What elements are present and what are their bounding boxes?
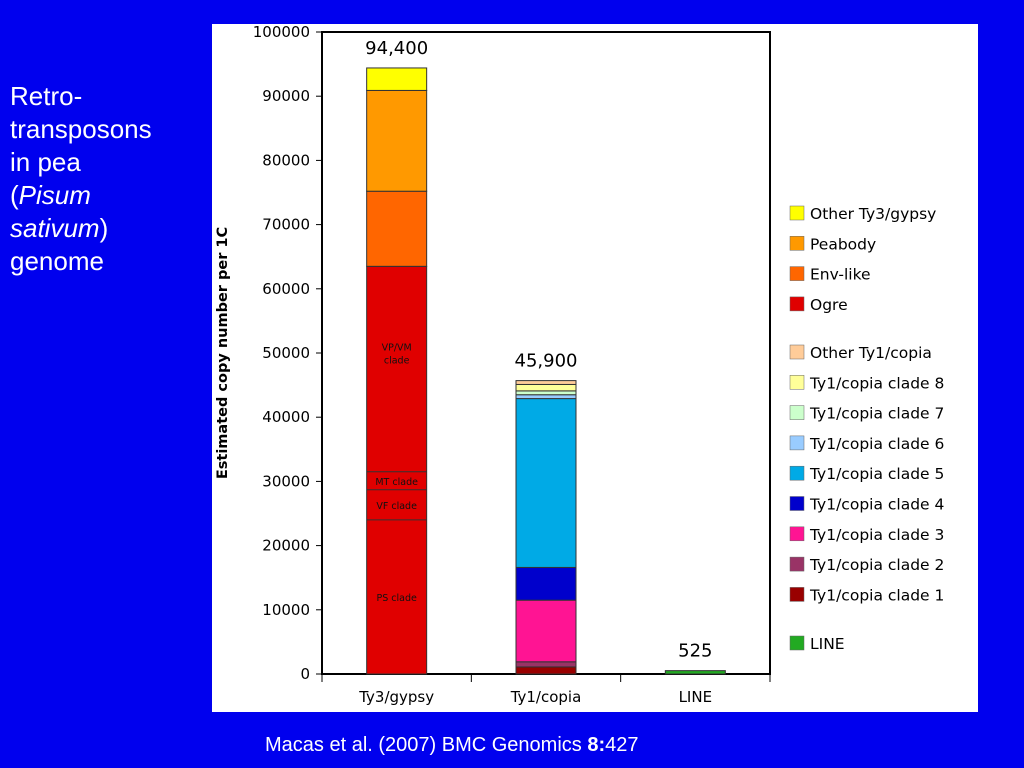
legend-swatch-ty1-copia-clade-2 <box>789 556 805 572</box>
citation: Macas et al. (2007) BMC Genomics 8:427 <box>265 734 639 757</box>
legend-swatch-ty1-copia-clade-5 <box>789 465 805 481</box>
y-tick-label: 50000 <box>262 344 310 362</box>
clade-label-mt-clade: MT clade <box>375 477 418 488</box>
x-tick-label-line: LINE <box>679 688 712 706</box>
bar-segment-ty1-copia-ty1-copia-clade-8 <box>515 383 577 392</box>
bar-segment-ty3-gypsy-ogre <box>366 265 428 675</box>
title-species-genus: Pisum <box>18 180 91 210</box>
legend-label-line: LINE <box>810 635 845 653</box>
citation-text: Macas et al. (2007) BMC Genomics <box>265 734 588 756</box>
title-paren-close: ) <box>99 213 109 243</box>
legend-swatch-env-like <box>789 266 805 281</box>
y-tick-label: 40000 <box>262 408 310 426</box>
chart-panel: 0 10000 20000 30000 40000 50000 60000 70000 8000… <box>212 24 978 712</box>
bar-segment-ty3-gypsy-other-ty3-gypsy <box>366 67 428 91</box>
clade-label-ps-clade: PS clade <box>376 593 416 604</box>
slide-title: Retro- transposons in pea (Pisum sativum… <box>10 80 210 278</box>
title-line-2: transposons <box>10 114 152 144</box>
legend-label-ty1-copia-clade-7: Ty1/copia clade 7 <box>809 405 944 423</box>
legend-label-ty1-copia-clade-3: Ty1/copia clade 3 <box>809 526 944 544</box>
title-line-5: sativum) <box>10 212 210 245</box>
bar-segment-ty3-gypsy-env-like <box>366 190 428 267</box>
legend-label-peabody: Peabody <box>810 235 876 253</box>
legend-label-ty1-copia-clade-4: Ty1/copia clade 4 <box>809 496 944 514</box>
legend-swatch-line <box>789 635 805 651</box>
title-line-6: genome <box>10 246 104 276</box>
legend-label-env-like: Env-like <box>810 266 871 284</box>
legend-swatch-peabody <box>789 236 805 251</box>
y-tick-label: 60000 <box>262 280 310 298</box>
legend-label-ty1-copia-clade-1: Ty1/copia clade 1 <box>809 586 944 604</box>
x-tick-label-ty1-copia: Ty1/copia <box>510 688 582 706</box>
legend-swatch-ty1-copia-clade-8 <box>789 375 805 390</box>
bar-segment-ty1-copia-ty1-copia-clade-1 <box>515 666 577 675</box>
citation-volume: 8: <box>587 734 606 756</box>
title-line-3: in pea <box>10 147 81 177</box>
bar-segment-ty1-copia-ty1-copia-clade-3 <box>515 599 577 663</box>
title-line-4: (Pisum <box>10 179 210 212</box>
y-tick-label: 70000 <box>262 216 310 234</box>
stacked-bar-chart: 0 10000 20000 30000 40000 50000 60000 70000 8000… <box>215 24 944 706</box>
bar-segment-ty1-copia-ty1-copia-clade-6 <box>515 394 577 400</box>
total-label-ty1-copia: 45,900 <box>515 351 578 372</box>
legend-label-ty1-copia-clade-5: Ty1/copia clade 5 <box>809 465 944 483</box>
title-species-epithet: sativum <box>10 213 100 243</box>
y-tick-label: 30000 <box>262 472 310 490</box>
clade-label-vp-vm-line1: VP/VM <box>382 343 412 354</box>
legend-label-other-ty3-gypsy: Other Ty3/gypsy <box>810 205 936 223</box>
legend-swatch-ty1-copia-clade-3 <box>789 526 805 542</box>
y-axis-label: Estimated copy number per 1C <box>215 227 231 479</box>
legend-swatch-ty1-copia-clade-7 <box>789 405 805 420</box>
y-tick-label: 80000 <box>262 151 310 169</box>
legend-swatch-other-ty3-gypsy <box>789 205 805 221</box>
clade-label-vp-vm-line2: clade <box>384 356 410 367</box>
legend-label-other-ty1-copia: Other Ty1/copia <box>810 344 932 362</box>
total-label-ty3-gypsy: 94,400 <box>365 38 428 59</box>
legend-swatch-ty1-copia-clade-4 <box>789 496 805 511</box>
x-tick-label-ty3-gypsy: Ty3/gypsy <box>358 688 434 706</box>
legend-swatch-ty1-copia-clade-1 <box>789 587 805 602</box>
bar-segment-ty1-copia-ty1-copia-clade-7 <box>515 390 577 396</box>
legend-label-ty1-copia-clade-2: Ty1/copia clade 2 <box>809 556 944 574</box>
bar-segment-ty1-copia-ty1-copia-clade-4 <box>515 566 577 601</box>
y-tick-label: 20000 <box>262 537 310 555</box>
bar-segment-ty1-copia-other-ty1-copia <box>515 380 577 385</box>
legend-swatch-other-ty1-copia <box>789 344 805 360</box>
y-tick-label: 0 <box>300 665 310 683</box>
legend-label-ogre: Ogre <box>810 296 848 314</box>
title-paren-open: ( <box>10 180 19 210</box>
bar-segment-line-line <box>664 670 726 675</box>
legend-swatch-ogre <box>789 296 805 312</box>
clade-label-vf-clade: VF clade <box>376 501 417 512</box>
y-tick-label: 10000 <box>262 601 310 619</box>
legend-label-ty1-copia-clade-6: Ty1/copia clade 6 <box>809 435 944 453</box>
citation-page: 427 <box>605 734 639 756</box>
legend-label-ty1-copia-clade-8: Ty1/copia clade 8 <box>809 374 944 392</box>
bar-segment-ty1-copia-ty1-copia-clade-5 <box>515 398 577 568</box>
title-line-1: Retro- <box>10 81 83 111</box>
bar-segment-ty1-copia-ty1-copia-clade-2 <box>515 661 577 668</box>
total-label-line: 525 <box>678 641 712 662</box>
y-tick-label: 90000 <box>262 87 310 105</box>
y-tick-label: 100000 <box>253 24 310 41</box>
legend-swatch-ty1-copia-clade-6 <box>789 435 805 451</box>
bar-segment-ty3-gypsy-peabody <box>366 89 428 192</box>
